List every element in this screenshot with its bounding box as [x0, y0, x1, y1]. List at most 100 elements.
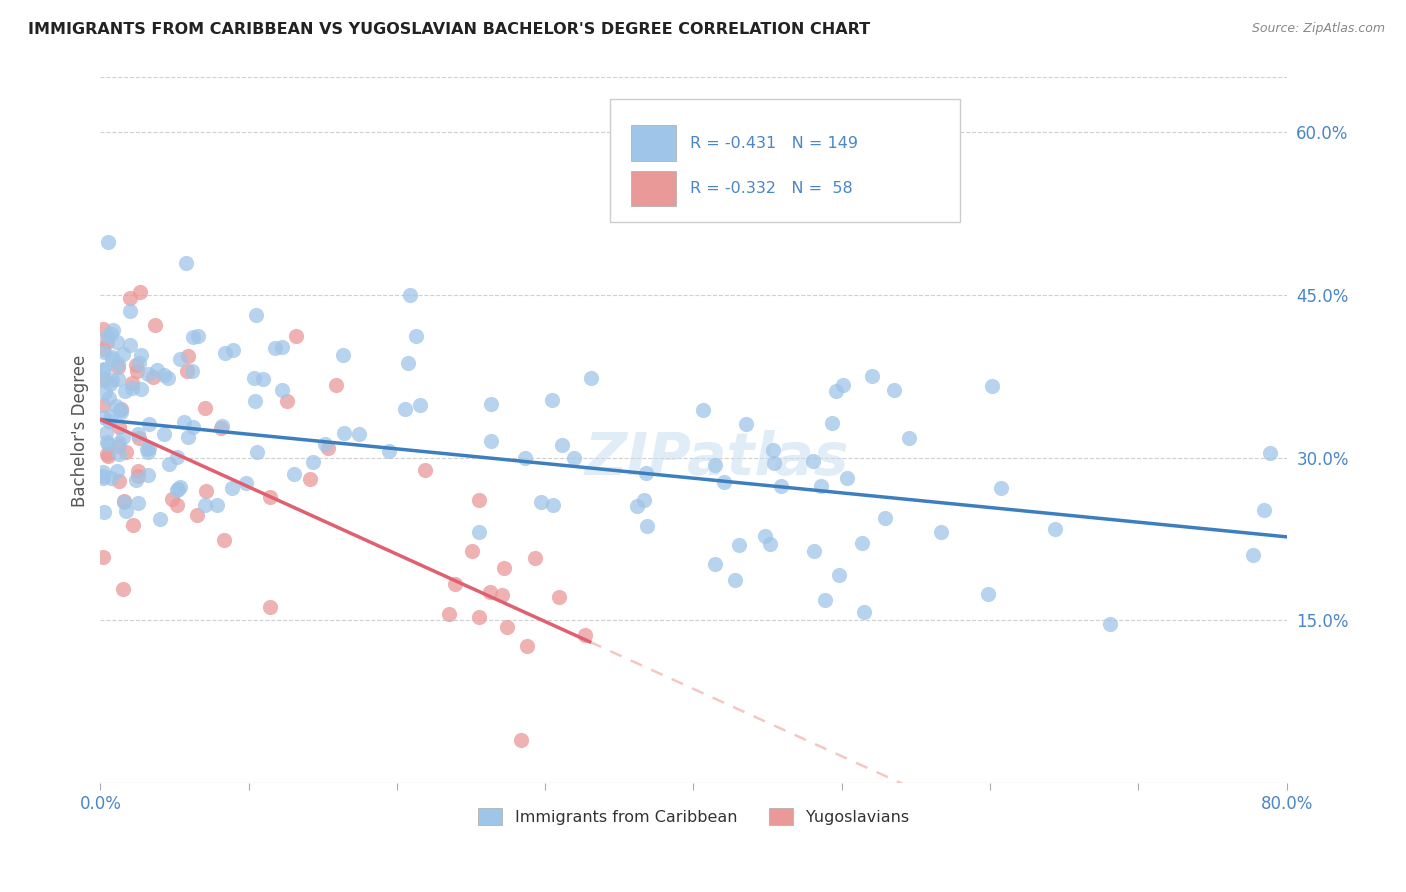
Point [125, 364, 148, 378]
Text: R = -0.332   N =  58: R = -0.332 N = 58 [690, 181, 852, 195]
Point [157, 457, 180, 471]
Point [162, 491, 184, 506]
Point [91, 469, 114, 483]
Point [727, 538, 749, 552]
Point [541, 498, 564, 512]
Point [301, 455, 323, 469]
Point [831, 378, 853, 392]
Point [122, 518, 145, 533]
Point [104, 400, 127, 414]
Point [100, 471, 122, 485]
Point [769, 479, 792, 493]
Point [898, 431, 921, 445]
Point [540, 392, 562, 407]
Point [332, 348, 354, 362]
Point [194, 483, 217, 498]
Point [1241, 549, 1264, 563]
Legend: Immigrants from Caribbean, Yugoslavians: Immigrants from Caribbean, Yugoslavians [478, 808, 910, 825]
Point [479, 397, 502, 411]
Point [136, 367, 159, 381]
Point [399, 287, 422, 301]
Text: Source: ZipAtlas.com: Source: ZipAtlas.com [1251, 22, 1385, 36]
Point [801, 454, 824, 468]
Point [187, 328, 209, 343]
Point [97, 449, 120, 463]
Point [127, 469, 149, 483]
Point [626, 499, 648, 513]
Point [564, 451, 586, 466]
Point [107, 474, 129, 488]
Point [479, 585, 502, 599]
Point [467, 610, 489, 624]
Point [977, 587, 1000, 601]
Point [245, 308, 267, 322]
Point [96, 447, 118, 461]
Point [91, 550, 114, 565]
Point [110, 405, 132, 419]
Point [93, 344, 115, 359]
Point [153, 426, 176, 441]
Point [186, 508, 208, 523]
Point [118, 291, 141, 305]
Point [759, 537, 782, 551]
Point [524, 551, 547, 566]
Point [107, 335, 129, 350]
Point [468, 493, 491, 508]
Point [852, 605, 875, 619]
Point [214, 345, 236, 359]
Point [860, 368, 883, 383]
Point [115, 504, 138, 518]
Point [409, 398, 432, 412]
Point [579, 371, 602, 385]
Point [837, 471, 859, 485]
Point [97, 437, 120, 451]
Point [828, 568, 851, 582]
Point [704, 458, 727, 473]
Point [183, 420, 205, 434]
Point [325, 378, 347, 392]
Point [276, 393, 298, 408]
Point [803, 543, 825, 558]
Point [98, 392, 121, 406]
Point [529, 495, 551, 509]
Point [1253, 503, 1275, 517]
Point [100, 409, 122, 423]
Point [513, 451, 536, 466]
Point [492, 561, 515, 575]
Point [120, 338, 142, 352]
Text: IMMIGRANTS FROM CARIBBEAN VS YUGOSLAVIAN BACHELOR'S DEGREE CORRELATION CHART: IMMIGRANTS FROM CARIBBEAN VS YUGOSLAVIAN… [28, 22, 870, 37]
Point [112, 494, 135, 508]
Point [990, 481, 1012, 495]
Point [259, 490, 281, 504]
Y-axis label: Bachelor's Degree: Bachelor's Degree [72, 354, 89, 507]
Point [91, 373, 114, 387]
Point [378, 443, 401, 458]
Point [131, 348, 153, 362]
Point [100, 327, 122, 342]
Point [118, 304, 141, 318]
Point [166, 483, 188, 497]
Point [405, 329, 427, 343]
Point [91, 398, 114, 412]
Point [1258, 445, 1281, 459]
Point [127, 495, 149, 509]
Point [633, 493, 655, 508]
Point [509, 733, 531, 747]
Point [285, 328, 308, 343]
Point [91, 465, 114, 479]
Point [107, 372, 129, 386]
Point [212, 533, 235, 547]
Point [166, 450, 188, 464]
Point [221, 343, 243, 357]
Point [724, 573, 747, 587]
Point [97, 235, 120, 249]
Point [121, 376, 143, 391]
Point [112, 494, 135, 508]
Point [108, 435, 131, 450]
Point [145, 363, 167, 377]
Point [98, 377, 121, 392]
Point [149, 512, 172, 526]
Point [94, 426, 117, 441]
Point [101, 350, 124, 364]
Point [333, 425, 356, 440]
